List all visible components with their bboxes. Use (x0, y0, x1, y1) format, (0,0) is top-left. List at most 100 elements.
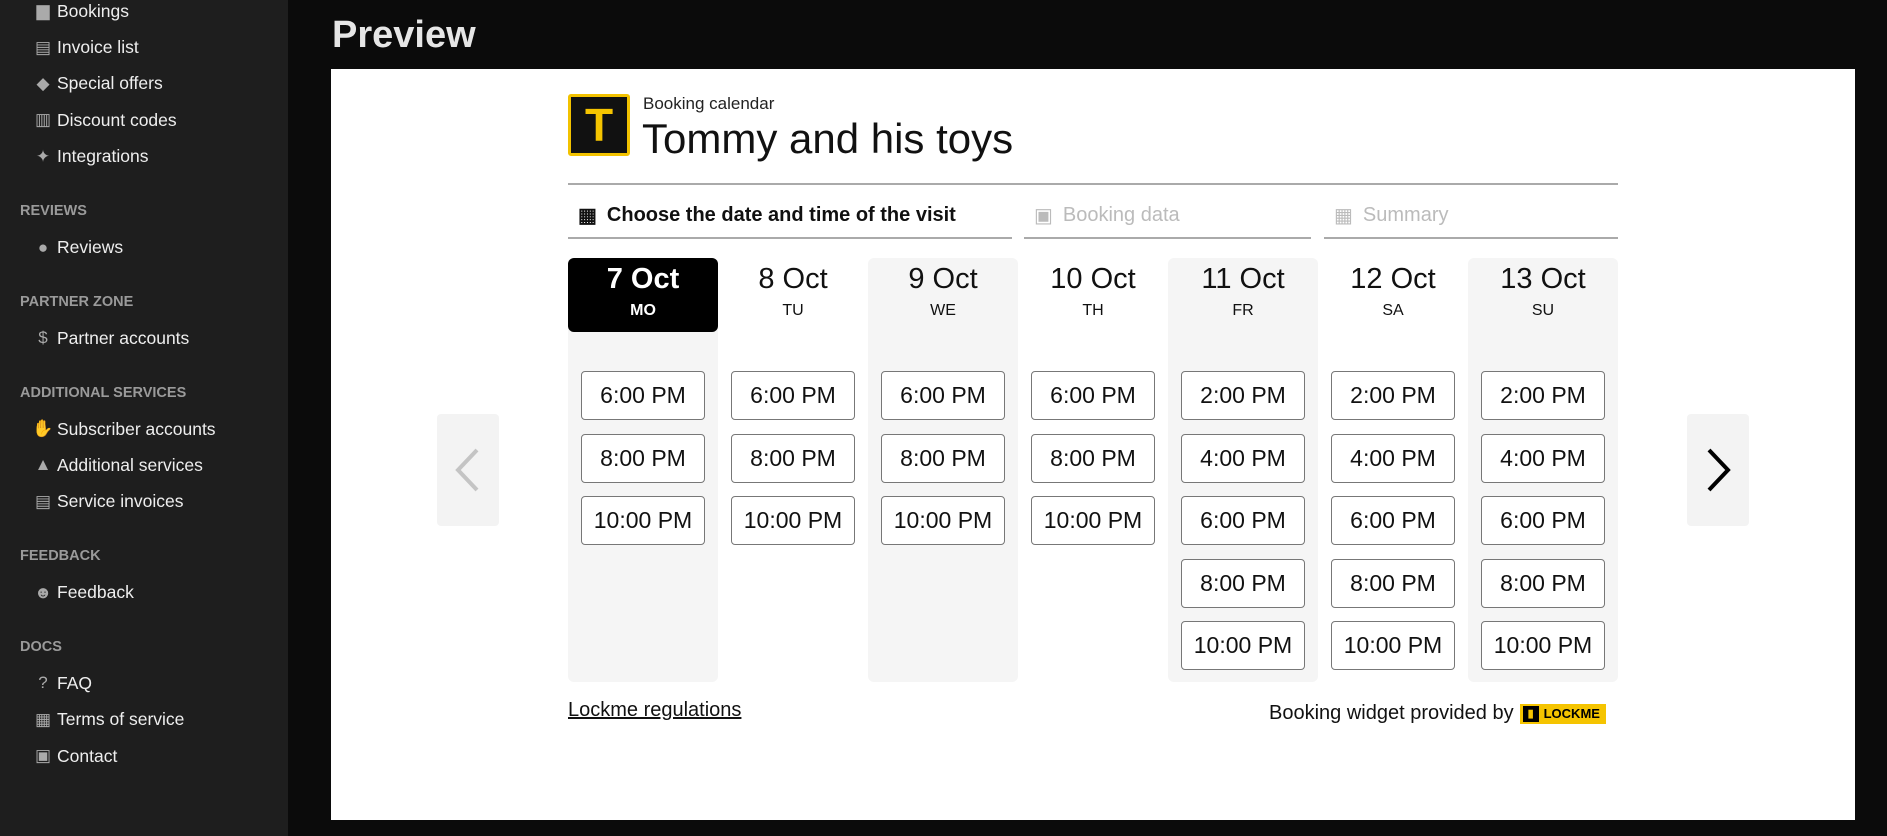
sidebar-item-service-invoices[interactable]: ▤ Service invoices (0, 484, 288, 520)
day-header[interactable]: 10 Oct TH (1018, 258, 1168, 332)
day-date: 12 Oct (1350, 263, 1436, 295)
time-slot-button[interactable]: 8:00 PM (1481, 558, 1605, 608)
file-invoice-icon: ▤ (34, 491, 52, 511)
venue-title: Tommy and his toys (642, 115, 1014, 162)
day-header[interactable]: 11 Oct FR (1168, 258, 1318, 332)
sidebar-item-bookings[interactable]: ▆ Bookings (0, 0, 288, 29)
step-tab-3[interactable]: ▦ Summary (1324, 193, 1618, 239)
day-weekday: WE (930, 302, 956, 319)
time-slot-button[interactable]: 6:00 PM (731, 371, 855, 420)
day-weekday: FR (1232, 302, 1254, 319)
sidebar-section-header: PARTNER ZONE (20, 293, 134, 310)
time-slot-button[interactable]: 4:00 PM (1331, 433, 1455, 483)
sidebar-item-terms-of-service[interactable]: ▦ Terms of service (0, 702, 288, 738)
sidebar-item-label: Integrations (57, 146, 149, 167)
time-slot-button[interactable]: 4:00 PM (1481, 433, 1605, 483)
day-header[interactable]: 9 Oct WE (868, 258, 1018, 332)
regulations-link[interactable]: Lockme regulations (568, 699, 742, 721)
time-slot-button[interactable]: 8:00 PM (581, 433, 705, 483)
day-column: 10 Oct TH 6:00 PM 8:00 PM 10:00 PM (1018, 258, 1168, 682)
time-slot-button[interactable]: 10:00 PM (881, 496, 1005, 545)
time-slot-button[interactable]: 6:00 PM (881, 371, 1005, 420)
time-slot-button[interactable]: 8:00 PM (881, 433, 1005, 483)
question-icon: ? (38, 673, 48, 693)
day-header[interactable]: 8 Oct TU (718, 258, 868, 332)
lockme-logo[interactable]: ▮ LOCKME (1519, 703, 1606, 724)
day-date: 10 Oct (1050, 263, 1136, 295)
step-tab-1[interactable]: ▦ Choose the date and time of the visit (568, 193, 1012, 239)
time-slot-button[interactable]: 6:00 PM (581, 371, 705, 420)
sidebar-item-label: Bookings (57, 0, 129, 21)
time-slot-button[interactable]: 10:00 PM (1181, 621, 1305, 670)
tab-label: Summary (1362, 203, 1449, 226)
sidebar-section-header: REVIEWS (20, 203, 87, 220)
time-slot-button[interactable]: 10:00 PM (581, 496, 705, 545)
time-slot-button[interactable]: 8:00 PM (1031, 433, 1155, 483)
id-card-icon: ▣ (34, 746, 52, 766)
sidebar-item-partner-accounts[interactable]: $ Partner accounts (0, 320, 288, 356)
calendar-label: Booking calendar (643, 94, 775, 113)
time-slot-button[interactable]: 6:00 PM (1481, 496, 1605, 545)
day-weekday: SU (1531, 302, 1555, 319)
tags-icon: ◆ (36, 73, 50, 93)
day-weekday: SA (1382, 302, 1404, 319)
day-date: 8 Oct (758, 263, 828, 295)
day-header[interactable]: 12 Oct SA (1318, 258, 1468, 332)
comment-smile-icon: ☻ (34, 582, 52, 602)
day-date: 13 Oct (1500, 263, 1586, 295)
sidebar-section-header: DOCS (20, 639, 62, 656)
time-slot-button[interactable]: 10:00 PM (1331, 621, 1455, 670)
barcode-icon: ▥ (34, 110, 52, 130)
sidebar-item-reviews[interactable]: ● Reviews (0, 229, 288, 265)
time-slot-button[interactable]: 2:00 PM (1481, 371, 1605, 420)
book-icon: ▆ (36, 1, 50, 21)
day-column: 13 Oct SU 2:00 PM 4:00 PM 6:00 PM 8:00 PM 10:0… (1468, 258, 1618, 682)
page-title: Preview (332, 14, 476, 56)
calendar-check-icon: ▦ (1334, 204, 1353, 227)
book-open-icon: ▦ (34, 709, 52, 729)
prev-week-button[interactable] (437, 414, 499, 526)
sidebar-item-feedback[interactable]: ☻ Feedback (0, 574, 288, 610)
day-weekday: MO (630, 302, 656, 319)
sidebar-item-label: Reviews (57, 237, 124, 258)
file-invoice-icon: ▤ (34, 37, 52, 57)
time-slot-button[interactable]: 10:00 PM (1031, 496, 1155, 545)
time-slot-button[interactable]: 6:00 PM (1181, 496, 1305, 545)
brand-name: LOCKME (1543, 706, 1600, 721)
sidebar-item-additional-services[interactable]: ▲ Additional services (0, 447, 288, 483)
tab-label: Booking data (1062, 203, 1180, 226)
sidebar-item-discount-codes[interactable]: ▥ Discount codes (0, 102, 288, 138)
sidebar-item-label: Contact (57, 745, 118, 766)
time-slot-button[interactable]: 10:00 PM (731, 496, 855, 545)
time-slot-button[interactable]: 8:00 PM (1331, 558, 1455, 608)
day-header[interactable]: 7 Oct MO (568, 258, 718, 332)
next-week-button[interactable] (1687, 414, 1749, 526)
sidebar-item-invoice-list[interactable]: ▤ Invoice list (0, 29, 288, 65)
sidebar-item-subscriber-accounts[interactable]: ✋ Subscriber accounts (0, 411, 288, 447)
time-slot-button[interactable]: 2:00 PM (1331, 371, 1455, 420)
sidebar-item-special-offers[interactable]: ◆ Special offers (0, 66, 288, 102)
time-slot-button[interactable]: 6:00 PM (1331, 496, 1455, 545)
time-slot-button[interactable]: 2:00 PM (1181, 371, 1305, 420)
provided-by: Booking widget provided by ▮ LOCKME (1269, 702, 1606, 725)
handshake-icon: ✋ (32, 419, 54, 439)
sidebar-item-integrations[interactable]: ✦ Integrations (0, 139, 288, 175)
time-slot-button[interactable]: 10:00 PM (1481, 621, 1605, 670)
sidebar: ▆ Bookings ▤ Invoice list ◆ Special offers ▥ Di… (0, 0, 288, 836)
venue-logo: T (568, 94, 630, 156)
time-slot-button[interactable]: 8:00 PM (1181, 558, 1305, 608)
comment-icon: ● (37, 237, 49, 257)
sidebar-item-label: Additional services (57, 454, 203, 475)
sidebar-item-label: Partner accounts (57, 327, 190, 348)
time-slot-button[interactable]: 6:00 PM (1031, 371, 1155, 420)
sidebar-item-faq[interactable]: ? FAQ (0, 665, 288, 701)
day-date: 9 Oct (908, 263, 978, 295)
day-date: 7 Oct (606, 263, 680, 295)
sidebar-item-label: Terms of service (57, 709, 185, 730)
step-tab-2[interactable]: ▣ Booking data (1024, 193, 1311, 239)
sidebar-item-label: FAQ (57, 672, 93, 693)
time-slot-button[interactable]: 8:00 PM (731, 433, 855, 483)
sidebar-item-contact[interactable]: ▣ Contact (0, 738, 288, 774)
time-slot-button[interactable]: 4:00 PM (1181, 433, 1305, 483)
day-header[interactable]: 13 Oct SU (1468, 258, 1618, 332)
